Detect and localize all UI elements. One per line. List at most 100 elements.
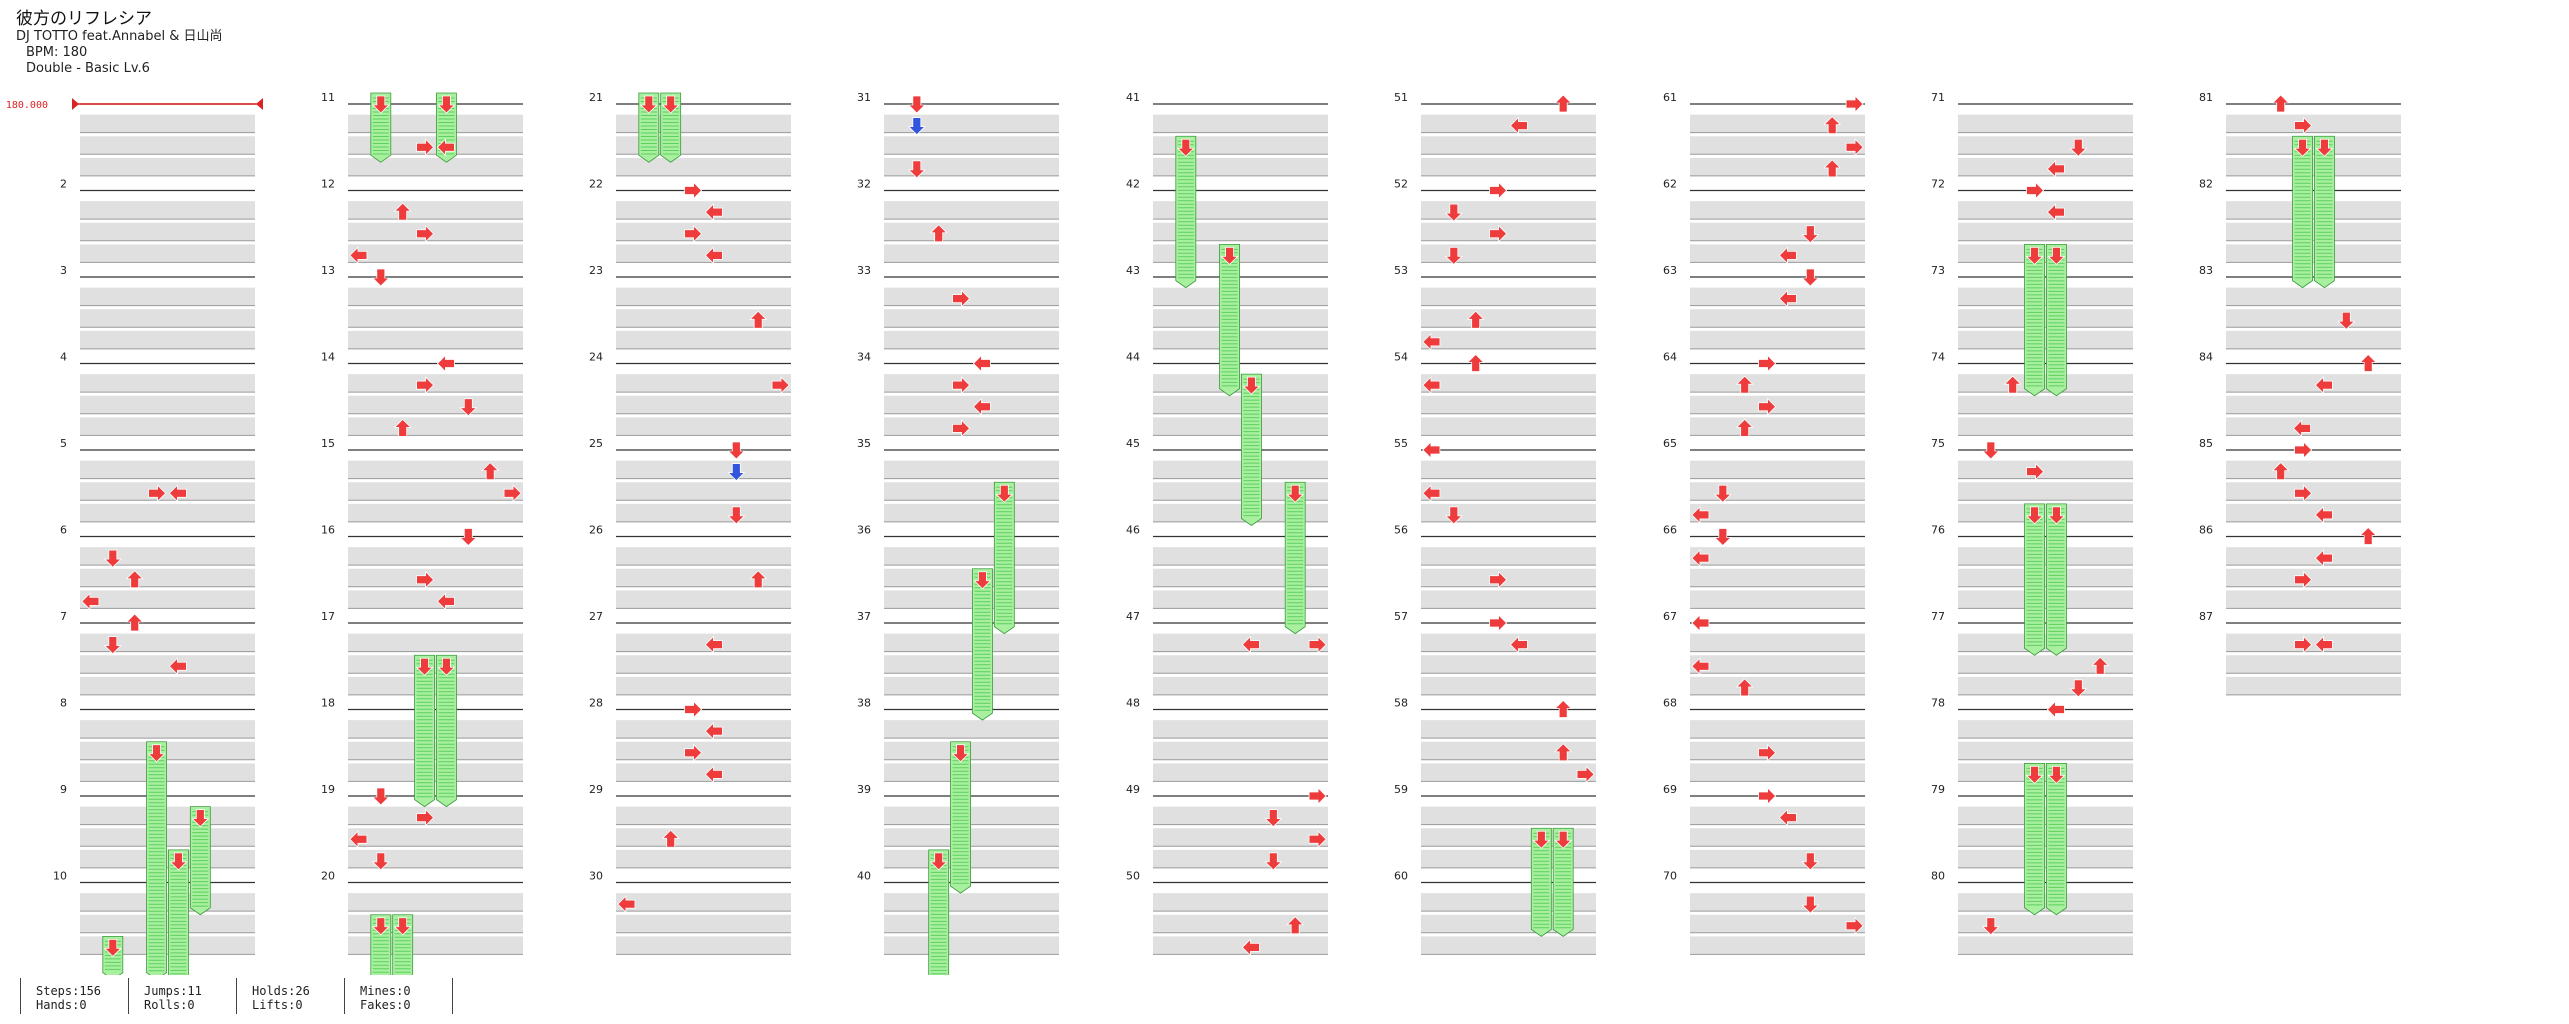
beat-band	[616, 763, 791, 782]
arrow-note	[1691, 549, 1710, 568]
arrow-note	[148, 484, 167, 503]
arrow-shape	[684, 224, 703, 243]
beat-band	[80, 893, 255, 912]
beat-band	[1690, 482, 1865, 501]
arrow-note	[503, 484, 522, 503]
stats-cell: Jumps:11 Rolls:0	[144, 984, 202, 1012]
arrow-note	[2271, 94, 2290, 113]
arrow-shape	[1801, 895, 1820, 914]
arrow-shape	[2292, 419, 2311, 438]
arrow-shape	[1444, 246, 1463, 265]
measure-number: 60	[1394, 870, 1408, 883]
beat-band	[80, 395, 255, 414]
arrow-note	[1691, 614, 1710, 632]
hold-head-arrow	[2047, 765, 2066, 784]
measure-number: 16	[321, 524, 335, 537]
beat-band	[884, 395, 1059, 414]
beat-band	[1690, 201, 1865, 220]
beat-band	[348, 136, 523, 155]
beat-band	[1153, 936, 1328, 955]
stats-cell: Holds:26 Lifts:0	[252, 984, 310, 1012]
beat-band	[80, 201, 255, 220]
hold-head-arrow	[147, 744, 166, 763]
hold-note	[168, 849, 189, 975]
arrow-shape	[2025, 246, 2044, 265]
beat-band	[348, 547, 523, 566]
measure-number: 71	[1931, 91, 1945, 104]
arrow-shape	[704, 635, 723, 654]
beat-band	[1690, 806, 1865, 825]
measure-number: 37	[857, 610, 871, 623]
arrow-shape	[393, 418, 412, 437]
arrow-note	[416, 570, 435, 589]
arrow-note	[1735, 418, 1754, 437]
beat-band	[884, 720, 1059, 739]
arrow-shape	[1308, 830, 1327, 849]
arrow-note	[1554, 699, 1573, 718]
arrow-note	[1691, 505, 1710, 524]
arrow-shape	[371, 268, 390, 287]
arrow-note	[1845, 916, 1864, 935]
arrow-shape	[1489, 614, 1508, 632]
arrow-shape	[1554, 699, 1573, 718]
beat-band	[1153, 914, 1328, 933]
arrow-shape	[2047, 765, 2066, 784]
bpm-marker-value: 180.000	[6, 100, 48, 111]
arrow-shape	[437, 95, 456, 114]
arrow-shape	[1981, 917, 2000, 936]
arrow-shape	[168, 484, 187, 503]
beat-band	[80, 222, 255, 241]
beat-band	[616, 222, 791, 241]
beat-band	[1690, 157, 1865, 176]
measure-number: 59	[1394, 783, 1408, 796]
measure-number: 56	[1394, 524, 1408, 537]
beat-band	[348, 287, 523, 306]
arrow-shape	[2337, 311, 2356, 330]
arrow-note	[416, 138, 435, 157]
arrow-shape	[1691, 614, 1710, 632]
measure-number: 77	[1931, 610, 1945, 623]
song-title: 彼方のリフレシア	[16, 9, 152, 29]
arrow-note	[1444, 506, 1463, 525]
beat-band	[616, 482, 791, 501]
beat-band	[1958, 417, 2133, 436]
arrow-note	[684, 181, 703, 200]
arrow-note	[103, 636, 122, 655]
stats-cell: Mines:0 Fakes:0	[360, 984, 411, 1012]
beat-band	[616, 590, 791, 609]
arrow-shape	[1735, 678, 1754, 697]
arrow-note	[1422, 441, 1441, 459]
beat-band	[884, 417, 1059, 436]
measure-number: 24	[589, 351, 603, 364]
measure-number: 25	[589, 437, 603, 450]
arrow-shape	[2091, 656, 2110, 675]
beat-band	[1421, 460, 1596, 479]
arrow-note	[2294, 441, 2313, 459]
arrow-shape	[2294, 484, 2313, 503]
beat-band	[616, 893, 791, 912]
arrow-note	[436, 138, 455, 157]
beat-band	[80, 720, 255, 739]
beat-band	[2226, 633, 2401, 652]
arrow-note	[1758, 354, 1777, 373]
arrow-shape	[416, 570, 435, 589]
beat-band	[1690, 568, 1865, 587]
arrow-shape	[1308, 635, 1327, 654]
beat-band	[1690, 655, 1865, 674]
arrow-shape	[481, 462, 500, 481]
arrow-shape	[907, 160, 926, 179]
arrow-shape	[1691, 505, 1710, 524]
beat-band	[80, 374, 255, 393]
arrow-note	[2359, 526, 2378, 545]
beat-band	[348, 309, 523, 328]
arrow-note	[1758, 743, 1777, 762]
arrow-shape	[1241, 635, 1260, 654]
arrow-shape	[704, 765, 723, 784]
stats-separator	[20, 978, 21, 1014]
bpm-marker-end	[256, 98, 263, 110]
arrow-shape	[684, 743, 703, 762]
beat-band	[348, 222, 523, 241]
beat-band	[1153, 244, 1328, 263]
beat-band	[2226, 201, 2401, 220]
arrow-note	[2046, 203, 2065, 222]
